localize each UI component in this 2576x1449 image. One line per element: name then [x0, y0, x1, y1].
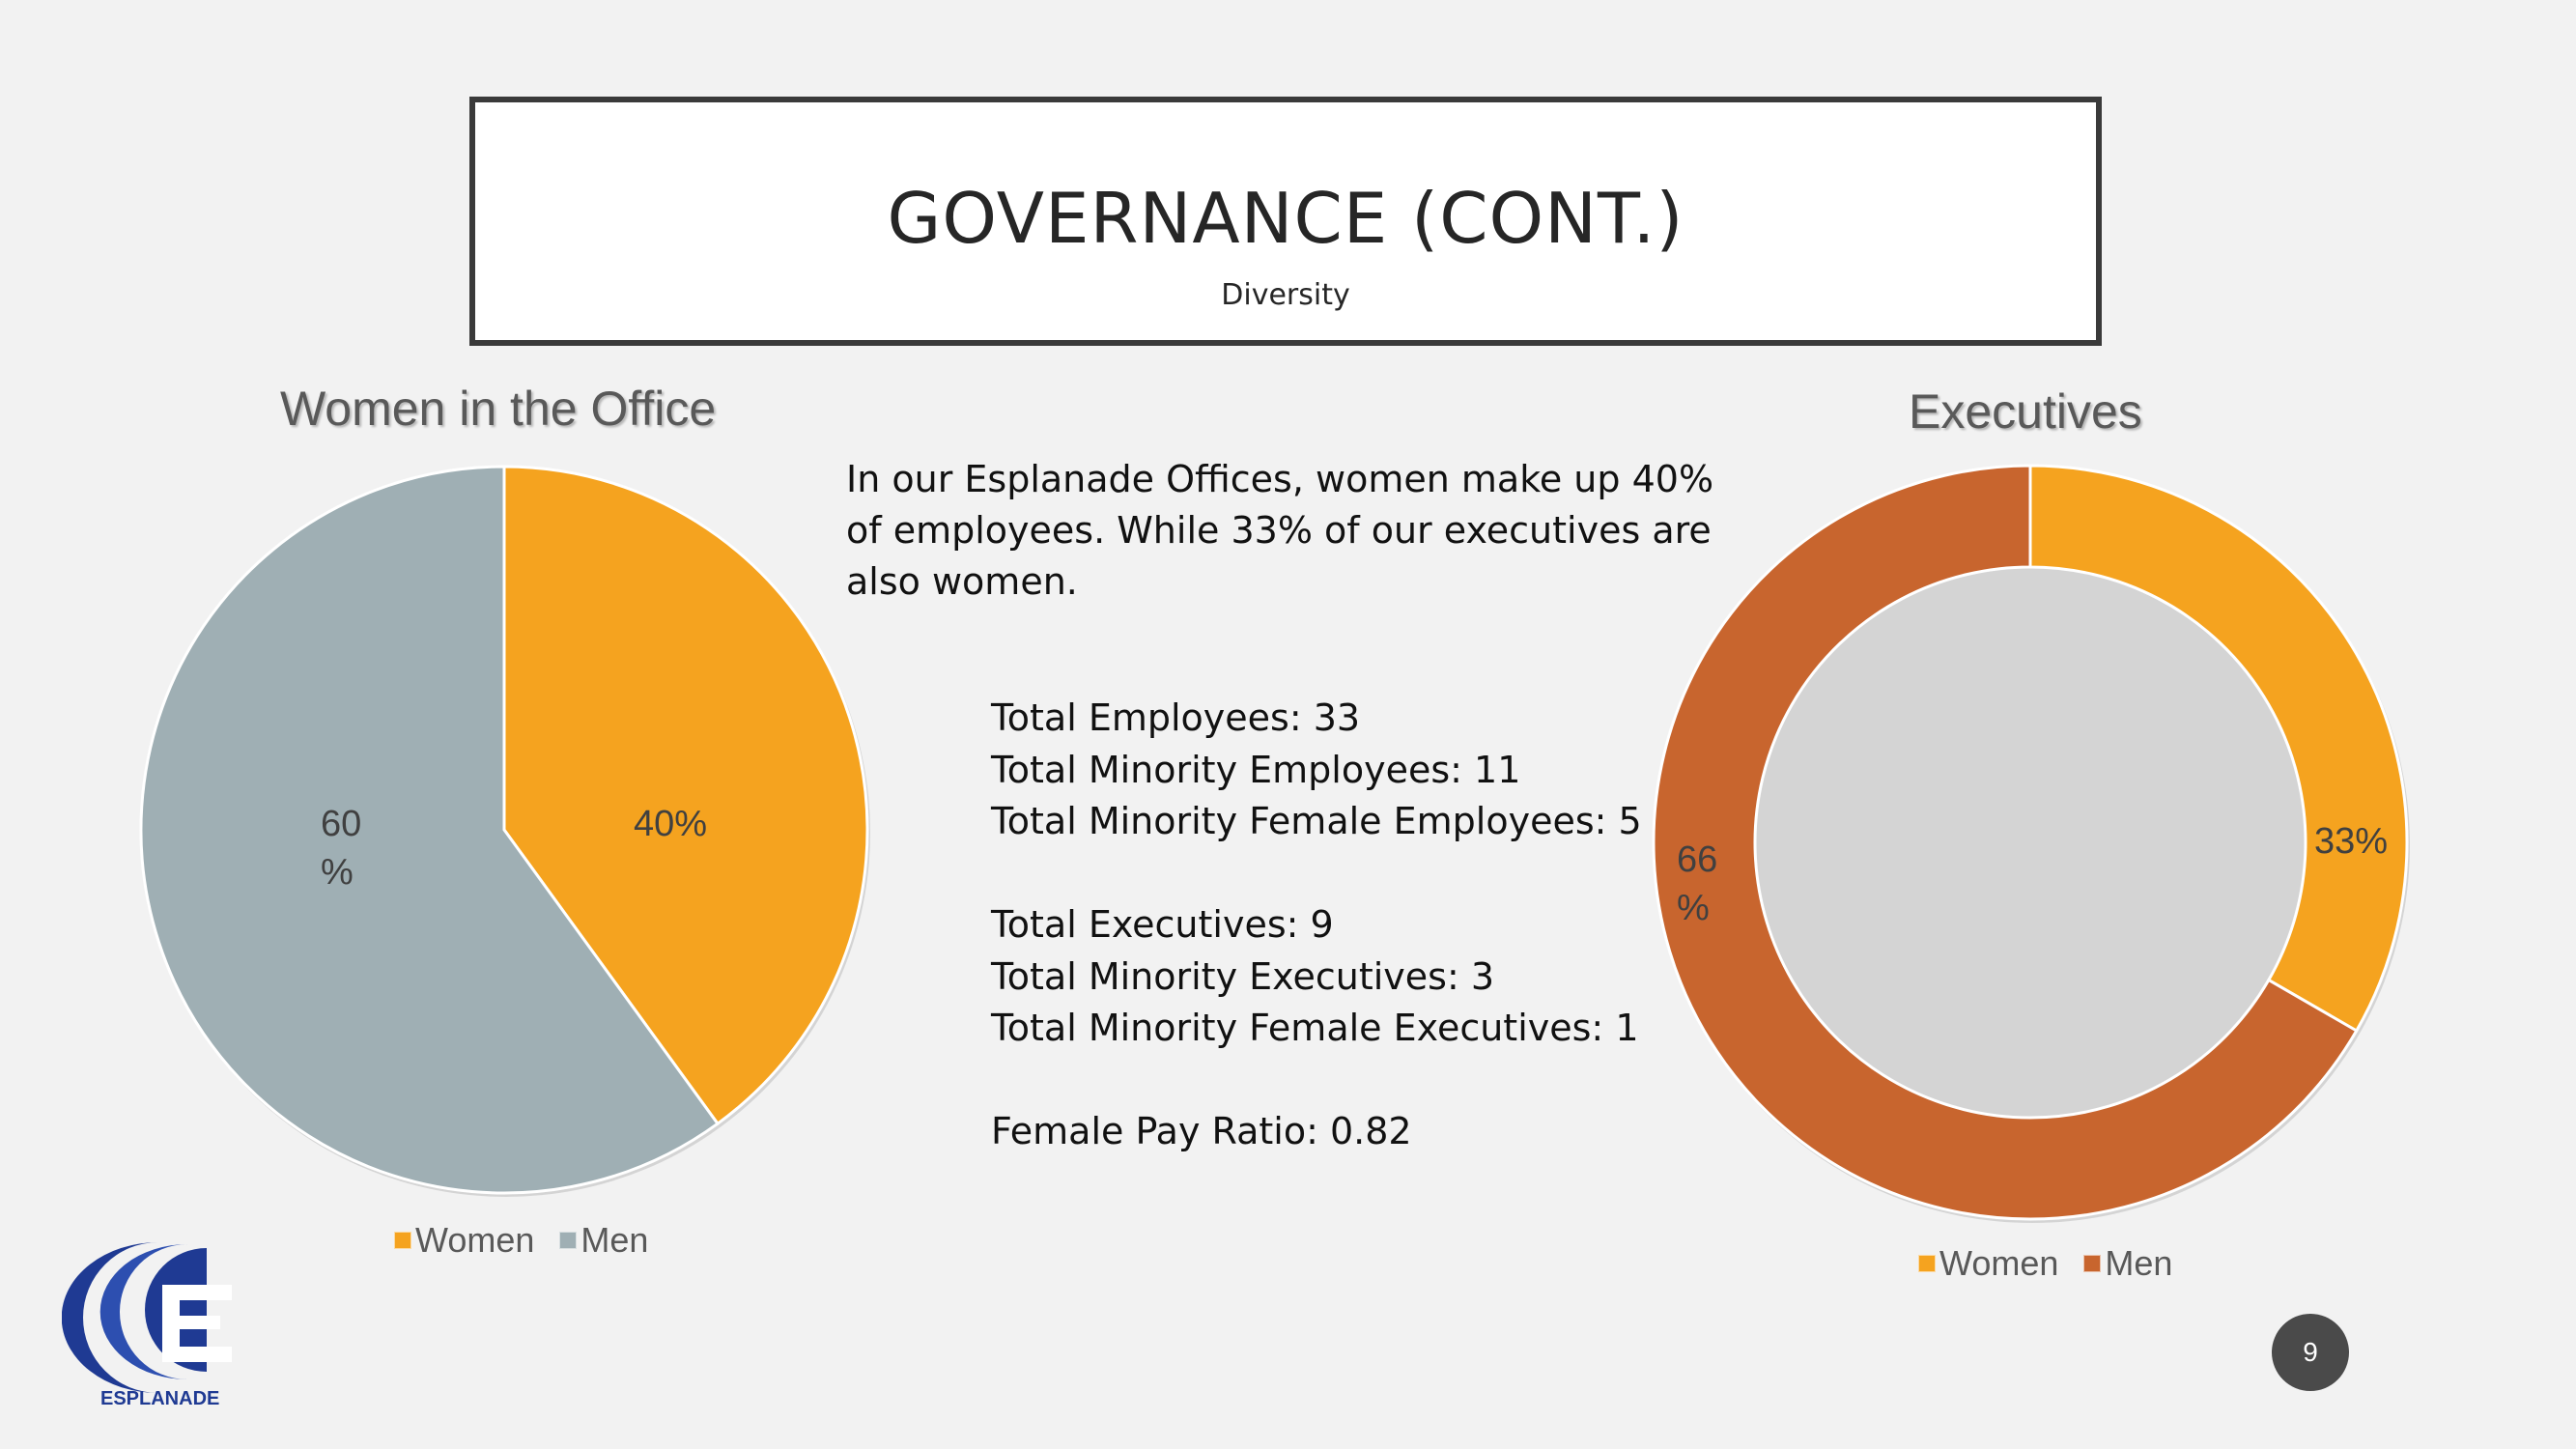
slide-title: GOVERNANCE (CONT.): [887, 178, 1684, 259]
slice-women: [502, 465, 869, 1126]
legend-label-men: Men: [580, 1220, 649, 1260]
legend-item-women: Women: [1918, 1243, 2058, 1284]
legend-label-women: Women: [1939, 1243, 2059, 1283]
esplanade-logo: ESPLANADE: [61, 1235, 255, 1413]
legend-swatch-men: [559, 1232, 578, 1249]
legend-swatch-women: [394, 1232, 411, 1249]
stats-block: Total Employees: 33 Total Minority Emplo…: [991, 693, 1642, 1158]
exec-chart-title: Executives: [1909, 384, 2142, 439]
office-pie-chart: 40% 60%: [139, 465, 870, 1197]
legend-swatch-women: [1918, 1255, 1936, 1272]
data-label-women: 33%: [2314, 821, 2388, 862]
stat-minority-employees: Total Minority Employees: 11: [991, 748, 1521, 791]
stat-minority-female-executives: Total Minority Female Executives: 1: [991, 1007, 1639, 1049]
legend-swatch-men: [2083, 1255, 2102, 1272]
title-box: GOVERNANCE (CONT.) Diversity: [469, 97, 2102, 346]
legend-label-men: Men: [2105, 1243, 2173, 1283]
data-label-women: 40%: [634, 804, 707, 844]
slice-men: [1652, 464, 2359, 1221]
esplanade-logo-icon: ESPLANADE: [61, 1242, 232, 1409]
stat-minority-executives: Total Minority Executives: 3: [991, 954, 1495, 998]
executives-donut-chart: 33% 66%: [1652, 464, 2410, 1223]
legend-item-men: Men: [2083, 1243, 2172, 1284]
stat-minority-female-employees: Total Minority Female Employees: 5: [991, 800, 1642, 842]
legend-label-women: Women: [415, 1220, 535, 1260]
stat-total-employees: Total Employees: 33: [991, 696, 1361, 739]
intro-text: In our Esplanade Offices, women make up …: [846, 458, 1714, 603]
chart-shadow: [1655, 468, 2410, 1223]
data-label-men: 60%: [321, 804, 361, 893]
data-label-men: 66%: [1677, 839, 1717, 928]
stat-total-executives: Total Executives: 9: [991, 903, 1334, 946]
page-number: 9: [2272, 1314, 2349, 1391]
slice-women: [2028, 464, 2409, 1034]
slice-men: [139, 465, 721, 1195]
slide-subtitle: Diversity: [1221, 278, 1350, 312]
exec-legend: Women Men: [1918, 1243, 2197, 1284]
office-chart-title: Women in the Office: [280, 382, 717, 436]
logo-text: ESPLANADE: [100, 1388, 219, 1408]
office-legend: Women Men: [394, 1220, 673, 1261]
legend-item-men: Men: [559, 1220, 648, 1261]
legend-item-women: Women: [394, 1220, 534, 1261]
stat-female-pay-ratio: Female Pay Ratio: 0.82: [991, 1110, 1412, 1152]
